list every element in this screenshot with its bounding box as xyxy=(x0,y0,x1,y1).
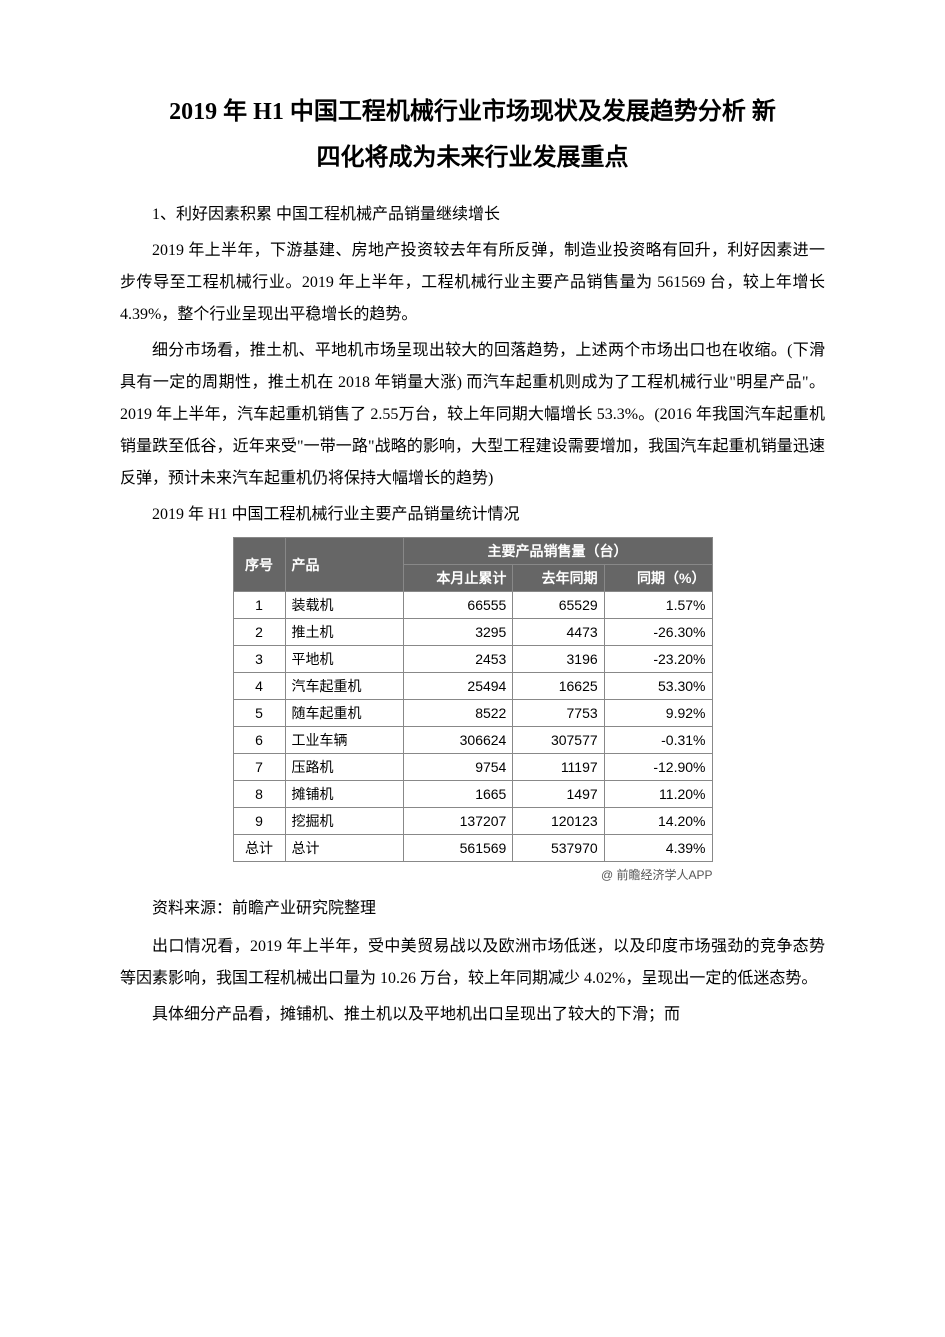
cell-v1: 3295 xyxy=(403,619,513,646)
paragraph-3: 出口情况看，2019 年上半年，受中美贸易战以及欧洲市场低迷，以及印度市场强劲的… xyxy=(120,931,825,995)
cell-prod: 装载机 xyxy=(285,592,403,619)
cell-prod: 工业车辆 xyxy=(285,727,403,754)
cell-seq: 8 xyxy=(233,781,285,808)
cell-v1: 561569 xyxy=(403,835,513,862)
cell-prod: 挖掘机 xyxy=(285,808,403,835)
cell-seq: 1 xyxy=(233,592,285,619)
cell-seq: 9 xyxy=(233,808,285,835)
cell-v3: 9.92% xyxy=(604,700,712,727)
table-footer-attribution: @ 前瞻经济学人APP xyxy=(233,866,713,883)
cell-v2: 537970 xyxy=(513,835,604,862)
th-group: 主要产品销售量（台） xyxy=(403,538,712,565)
th-cum: 本月止累计 xyxy=(403,565,513,592)
cell-v3: 1.57% xyxy=(604,592,712,619)
cell-prod: 摊铺机 xyxy=(285,781,403,808)
cell-seq: 5 xyxy=(233,700,285,727)
table-row-total: 总计 总计 561569 537970 4.39% xyxy=(233,835,712,862)
cell-seq: 7 xyxy=(233,754,285,781)
title-line1: 2019 年 H1 中国工程机械行业市场现状及发展趋势分析 新 xyxy=(120,90,825,136)
cell-prod: 随车起重机 xyxy=(285,700,403,727)
cell-v1: 2453 xyxy=(403,646,513,673)
cell-v2: 3196 xyxy=(513,646,604,673)
table-caption: 2019 年 H1 中国工程机械行业主要产品销量统计情况 xyxy=(120,499,825,531)
cell-prod: 汽车起重机 xyxy=(285,673,403,700)
document-title: 2019 年 H1 中国工程机械行业市场现状及发展趋势分析 新 四化将成为未来行… xyxy=(120,90,825,181)
table-row: 8 摊铺机 1665 1497 11.20% xyxy=(233,781,712,808)
table-row: 6 工业车辆 306624 307577 -0.31% xyxy=(233,727,712,754)
paragraph-2: 细分市场看，推土机、平地机市场呈现出较大的回落趋势，上述两个市场出口也在收缩。(… xyxy=(120,335,825,495)
sales-table-body: 1 装载机 66555 65529 1.57% 2 推土机 3295 4473 … xyxy=(233,592,712,862)
cell-seq: 总计 xyxy=(233,835,285,862)
cell-v1: 25494 xyxy=(403,673,513,700)
cell-v3: 4.39% xyxy=(604,835,712,862)
cell-prod: 推土机 xyxy=(285,619,403,646)
cell-seq: 4 xyxy=(233,673,285,700)
cell-v2: 16625 xyxy=(513,673,604,700)
th-seq: 序号 xyxy=(233,538,285,592)
cell-v2: 1497 xyxy=(513,781,604,808)
table-row: 3 平地机 2453 3196 -23.20% xyxy=(233,646,712,673)
cell-v2: 120123 xyxy=(513,808,604,835)
cell-v2: 11197 xyxy=(513,754,604,781)
cell-seq: 3 xyxy=(233,646,285,673)
cell-v1: 1665 xyxy=(403,781,513,808)
cell-v3: 14.20% xyxy=(604,808,712,835)
table-row: 5 随车起重机 8522 7753 9.92% xyxy=(233,700,712,727)
cell-v2: 7753 xyxy=(513,700,604,727)
cell-v3: 11.20% xyxy=(604,781,712,808)
table-row: 2 推土机 3295 4473 -26.30% xyxy=(233,619,712,646)
cell-v3: -23.20% xyxy=(604,646,712,673)
cell-prod: 平地机 xyxy=(285,646,403,673)
cell-seq: 2 xyxy=(233,619,285,646)
cell-v1: 137207 xyxy=(403,808,513,835)
cell-seq: 6 xyxy=(233,727,285,754)
cell-prod: 总计 xyxy=(285,835,403,862)
cell-v2: 65529 xyxy=(513,592,604,619)
cell-v2: 4473 xyxy=(513,619,604,646)
cell-v3: 53.30% xyxy=(604,673,712,700)
cell-v2: 307577 xyxy=(513,727,604,754)
cell-v1: 8522 xyxy=(403,700,513,727)
cell-v3: -0.31% xyxy=(604,727,712,754)
cell-v1: 66555 xyxy=(403,592,513,619)
th-prod: 产品 xyxy=(285,538,403,592)
th-lastyear: 去年同期 xyxy=(513,565,604,592)
table-row: 4 汽车起重机 25494 16625 53.30% xyxy=(233,673,712,700)
th-yoy: 同期（%） xyxy=(604,565,712,592)
cell-v1: 9754 xyxy=(403,754,513,781)
cell-v1: 306624 xyxy=(403,727,513,754)
cell-v3: -26.30% xyxy=(604,619,712,646)
sales-table-wrap: 序号 产品 主要产品销售量（台） 本月止累计 去年同期 同期（%） 1 装载机 … xyxy=(233,537,713,862)
paragraph-4: 具体细分产品看，摊铺机、推土机以及平地机出口呈现出了较大的下滑；而 xyxy=(120,999,825,1031)
cell-v3: -12.90% xyxy=(604,754,712,781)
title-line2: 四化将成为未来行业发展重点 xyxy=(120,136,825,182)
section-1-heading: 1、利好因素积累 中国工程机械产品销量继续增长 xyxy=(120,199,825,231)
cell-prod: 压路机 xyxy=(285,754,403,781)
table-row: 1 装载机 66555 65529 1.57% xyxy=(233,592,712,619)
data-source: 资料来源：前瞻产业研究院整理 xyxy=(120,893,825,925)
table-row: 9 挖掘机 137207 120123 14.20% xyxy=(233,808,712,835)
paragraph-1: 2019 年上半年，下游基建、房地产投资较去年有所反弹，制造业投资略有回升，利好… xyxy=(120,235,825,331)
sales-table: 序号 产品 主要产品销售量（台） 本月止累计 去年同期 同期（%） 1 装载机 … xyxy=(233,537,713,862)
table-row: 7 压路机 9754 11197 -12.90% xyxy=(233,754,712,781)
